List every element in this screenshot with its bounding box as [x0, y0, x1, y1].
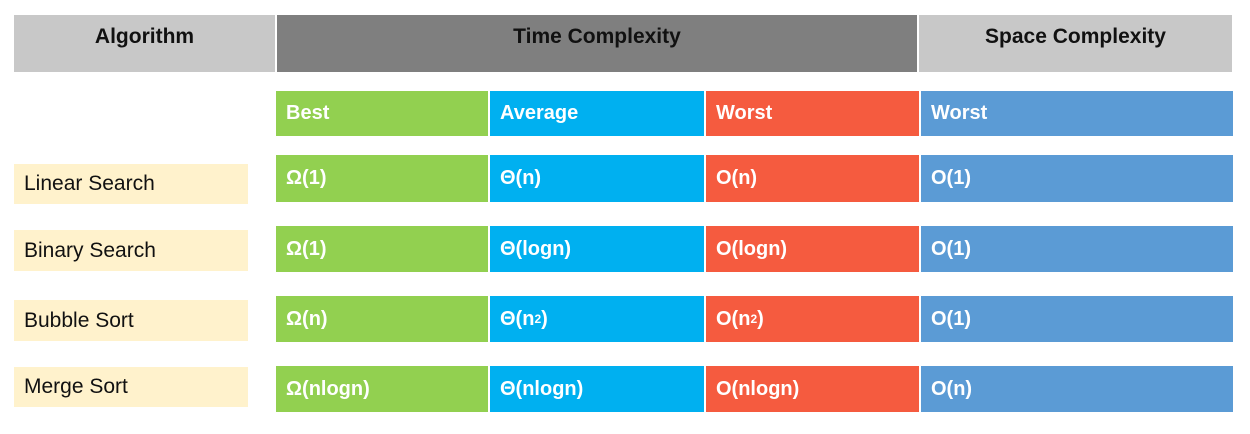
- subheader-best: Best: [276, 91, 488, 136]
- cell-best: Ω(nlogn): [276, 366, 488, 412]
- cell-worst-base: O(n: [716, 307, 751, 330]
- cell-worst: O(n 2): [706, 296, 919, 342]
- cell-worst: O(n): [706, 155, 919, 202]
- cell-worst-close: ): [757, 307, 764, 330]
- subheader-space-worst: Worst: [921, 91, 1233, 136]
- cell-worst: O(nlogn): [706, 366, 919, 412]
- cell-best: Ω(1): [276, 155, 488, 202]
- algorithm-name: Bubble Sort: [14, 300, 248, 341]
- cell-average: Θ(n): [490, 155, 704, 202]
- cell-space: O(1): [921, 296, 1233, 342]
- algorithm-name: Binary Search: [14, 230, 248, 271]
- cell-space: O(n): [921, 366, 1233, 412]
- cell-average-close: ): [541, 307, 548, 330]
- cell-space: O(1): [921, 155, 1233, 202]
- header-time-complexity: Time Complexity: [277, 15, 917, 72]
- cell-average: Θ(logn): [490, 226, 704, 272]
- cell-average-exponent: 2: [534, 312, 542, 326]
- header-space-complexity: Space Complexity: [919, 15, 1232, 72]
- subheader-average: Average: [490, 91, 704, 136]
- algorithm-name: Linear Search: [14, 164, 248, 204]
- header-algorithm: Algorithm: [14, 15, 275, 72]
- cell-average: Θ(n 2): [490, 296, 704, 342]
- algorithm-name: Merge Sort: [14, 367, 248, 407]
- cell-average-base: Θ(n: [500, 307, 535, 330]
- cell-space: O(1): [921, 226, 1233, 272]
- cell-average: Θ(nlogn): [490, 366, 704, 412]
- cell-worst-exponent: 2: [750, 312, 758, 326]
- cell-best: Ω(1): [276, 226, 488, 272]
- cell-worst: O(logn): [706, 226, 919, 272]
- subheader-worst: Worst: [706, 91, 919, 136]
- cell-best: Ω(n): [276, 296, 488, 342]
